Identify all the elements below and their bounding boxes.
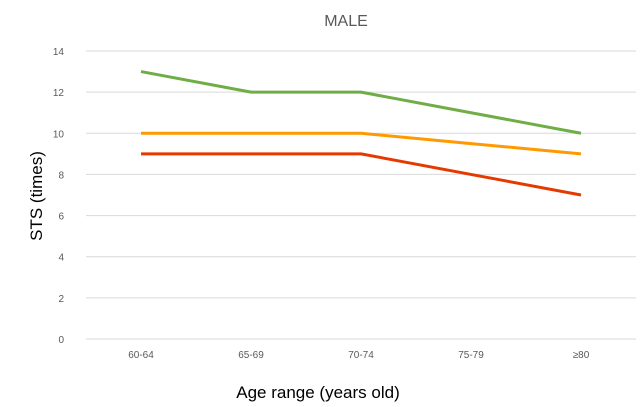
series-line-2 xyxy=(141,131,582,156)
x-tick-label: 70-74 xyxy=(348,350,374,361)
x-tick-label: 65-69 xyxy=(238,350,264,361)
y-axis-ticks: 0 2 4 6 8 10 12 14 xyxy=(53,47,65,346)
x-tick-label: 75-79 xyxy=(458,350,484,361)
y-axis-title: STS (times) xyxy=(27,151,46,241)
x-axis-title: Age range (years old) xyxy=(236,383,399,402)
x-axis-ticks: 60-64 65-69 70-74 75-79 ≥80 xyxy=(128,350,590,361)
gridlines xyxy=(86,50,636,340)
y-tick-label: 2 xyxy=(58,294,64,305)
x-tick-label: ≥80 xyxy=(573,350,590,361)
y-tick-label: 4 xyxy=(58,253,64,264)
y-tick-label: 6 xyxy=(58,212,64,223)
y-tick-label: 14 xyxy=(53,47,65,58)
series-lines xyxy=(140,70,582,197)
x-tick-label: 60-64 xyxy=(128,350,154,361)
y-tick-label: 8 xyxy=(58,170,64,181)
series-line-3 xyxy=(141,152,582,197)
chart-title: MALE xyxy=(324,13,368,30)
series-line-1 xyxy=(140,70,582,135)
y-tick-label: 10 xyxy=(53,129,65,140)
y-tick-label: 12 xyxy=(53,88,65,99)
y-tick-label: 0 xyxy=(58,335,64,346)
